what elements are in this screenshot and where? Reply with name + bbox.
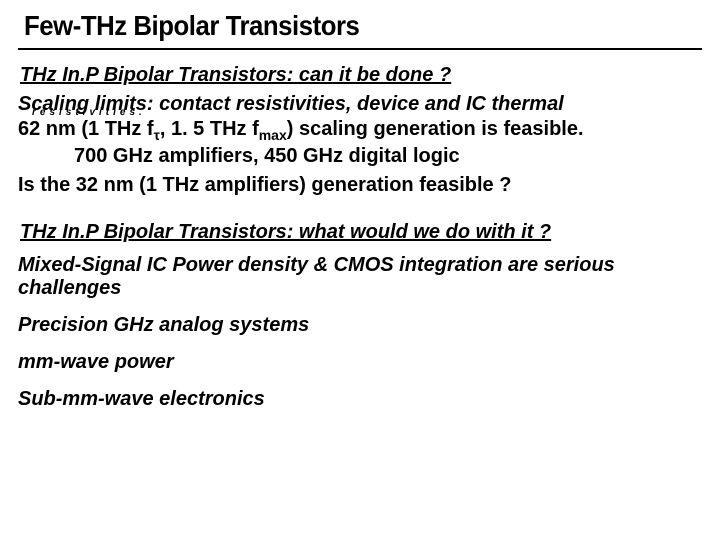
- section1-line-62nm: 62 nm (1 THz fτ, 1. 5 THz fmax) scaling …: [18, 118, 702, 143]
- title-rule: [18, 48, 702, 50]
- section2-line3: mm-wave power: [18, 351, 702, 374]
- section1-line-700ghz: 700 GHz amplifiers, 450 GHz digital logi…: [74, 145, 702, 168]
- section1-line-32nm: Is the 32 nm (1 THz amplifiers) generati…: [18, 174, 702, 197]
- text-62b: , 1. 5 THz f: [160, 118, 259, 140]
- section2-line2: Precision GHz analog systems: [18, 314, 702, 337]
- slide: Few-THz Bipolar Transistors THz In.P Bip…: [0, 0, 720, 540]
- section2-line1: Mixed-Signal IC Power density & CMOS int…: [18, 254, 658, 300]
- section1-heading: THz In.P Bipolar Transistors: can it be …: [20, 64, 702, 87]
- text-62c: ) scaling generation is feasible.: [287, 118, 584, 140]
- slide-title: Few-THz Bipolar Transistors: [24, 10, 648, 42]
- section2-heading: THz In.P Bipolar Transistors: what would…: [20, 221, 702, 244]
- section2-line4: Sub-mm-wave electronics: [18, 388, 702, 411]
- text-62a: 62 nm (1 THz f: [18, 118, 154, 140]
- sub-max: max: [259, 127, 287, 143]
- section1-line2: resistivities.: [32, 107, 146, 119]
